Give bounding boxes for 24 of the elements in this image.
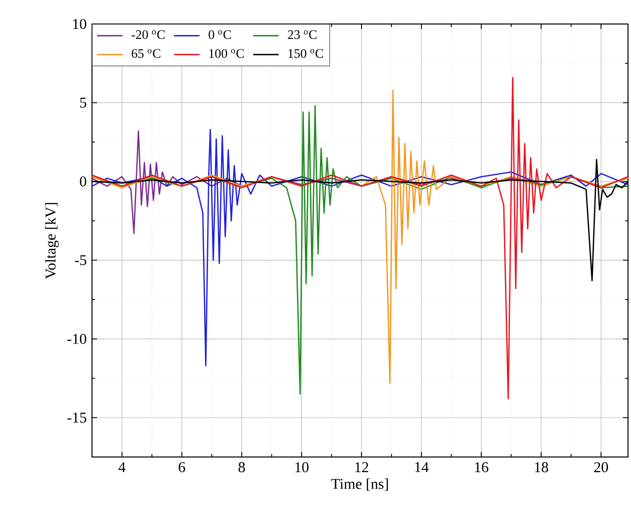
legend-label: 0 $^{o}$C (208, 30, 231, 40)
x-tick-label: 12 (355, 462, 368, 472)
y-tick-label: -5 (74, 255, 86, 266)
x-tick-label: 16 (475, 462, 488, 472)
line-series (92, 128, 628, 366)
y-tick-label: 10 (73, 18, 86, 30)
x-tick-label: 14 (415, 462, 429, 472)
legend-label: 100 $^{o}$C (209, 49, 244, 58)
y-tick-label: -15 (67, 412, 86, 423)
x-tick-label: 18 (535, 462, 548, 472)
x-tick-label: 10 (295, 462, 309, 472)
y-tick-label: 0 (80, 176, 86, 186)
x-tick-label: 20 (594, 462, 608, 472)
y-tick-label: -10 (67, 334, 86, 344)
legend-label: -20 $^{o}$C (132, 30, 165, 40)
x-axis-title: Time [ns] (331, 478, 388, 491)
x-tick-label: 6 (178, 462, 186, 472)
legend-label: 65 $^{o}$C (132, 49, 160, 58)
legend-label: 23 $^{o}$C (288, 30, 317, 40)
x-tick-label: 4 (118, 462, 126, 472)
legend-label: 150 $^{o}$C (288, 49, 323, 58)
y-tick-label: 5 (80, 98, 86, 108)
x-tick-label: 8 (238, 462, 245, 472)
y-axis-title: Voltage [kV] (45, 202, 59, 279)
